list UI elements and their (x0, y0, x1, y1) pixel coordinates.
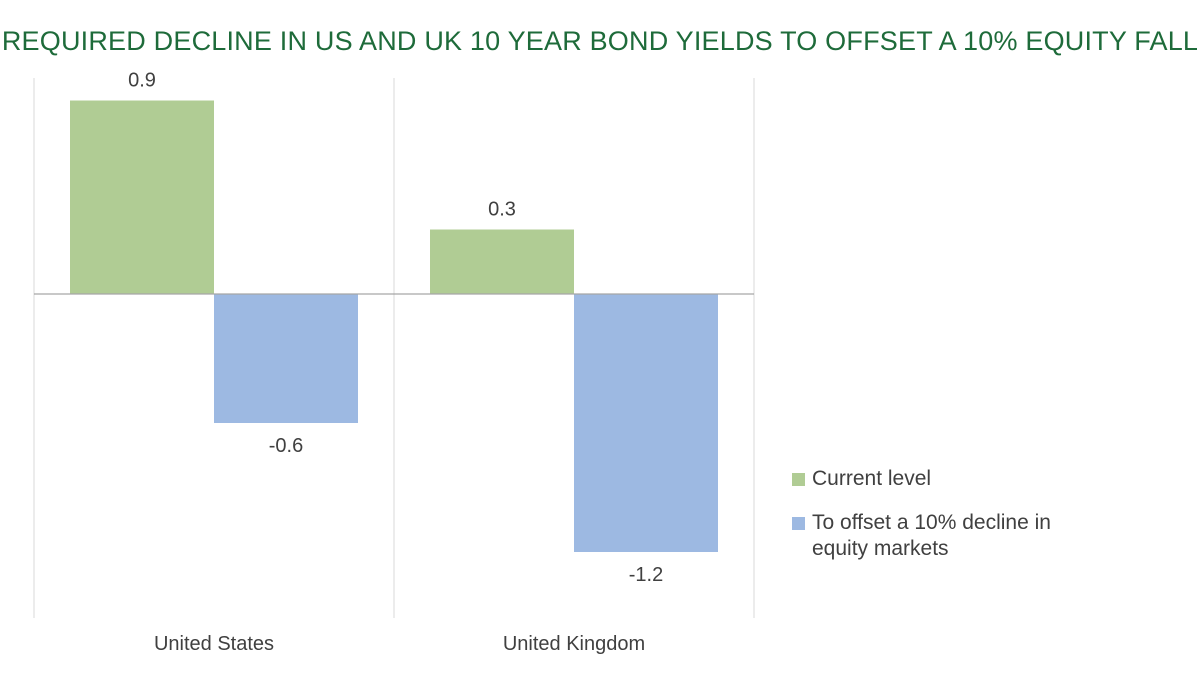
data-label: 0.9 (128, 70, 156, 92)
legend-label-offset-decline: To offset a 10% decline in equity market… (812, 511, 1051, 560)
bar-to-offset-a-10-decli-united-states (214, 294, 358, 423)
legend-swatch-current-level (792, 473, 805, 486)
data-label: 0.3 (488, 199, 516, 221)
chart-title: REQUIRED DECLINE IN US AND UK 10 YEAR BO… (1, 26, 1199, 56)
bar-current-level-united-kingdom (430, 229, 574, 294)
bar-to-offset-a-10-decli-united-kingdom (574, 294, 718, 552)
data-label: -0.6 (269, 435, 303, 457)
data-label: -1.2 (629, 564, 663, 586)
legend-item-current-level: Current level (792, 466, 1052, 492)
legend-item-offset-decline: To offset a 10% decline in equity market… (792, 510, 1052, 562)
category-label: United Kingdom (503, 633, 645, 655)
legend-swatch-offset-decline (792, 517, 805, 530)
bar-current-level-united-states (70, 100, 214, 294)
legend-label-current-level: Current level (812, 467, 932, 490)
category-label: United States (154, 633, 274, 655)
chart-legend: Current level To offset a 10% decline in… (792, 466, 1052, 580)
